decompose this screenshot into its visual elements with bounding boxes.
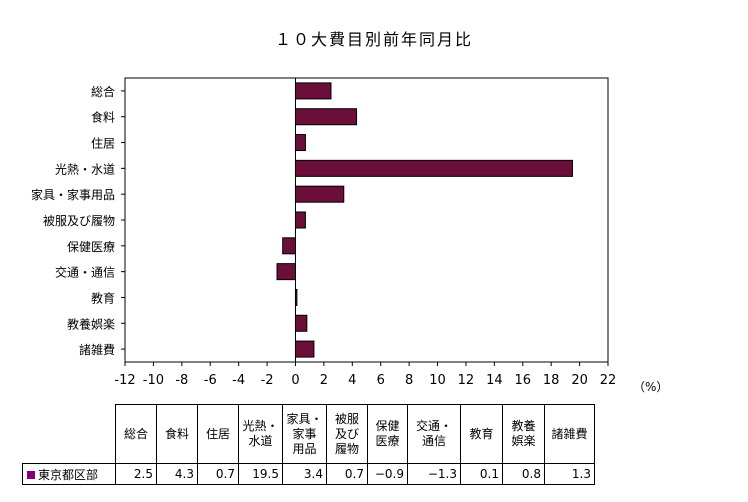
table-header-label: 光熱・ 水道	[242, 419, 279, 448]
x-tick-label: 2	[320, 373, 328, 388]
x-tick-label: 16	[514, 373, 531, 388]
table-header-cell: 家具・ 家事 用品	[282, 404, 327, 464]
bar	[294, 314, 308, 332]
bar	[282, 237, 296, 255]
table-header-cell: 総合	[115, 404, 157, 464]
category-label: 総合	[91, 84, 115, 99]
category-label: 光熱・水道	[55, 162, 115, 176]
x-tick-label: 12	[458, 373, 475, 388]
table-header-cell: 教養 娯楽	[502, 404, 545, 464]
table-value-cell: 1.3	[544, 463, 595, 485]
table-header-cell: 被服 及び 履物	[326, 404, 368, 464]
table-row: 東京都区部 2.5 4.3 0.7 19.5 3.4 0.7 −0.9 −1.3 0.1 0.8 1…	[22, 463, 595, 485]
bar	[294, 134, 306, 152]
table-header-label: 住居	[205, 426, 230, 441]
category-label: 食料	[91, 110, 115, 125]
table-header-label: 保健 医療	[375, 419, 400, 448]
x-tick-label: -12	[114, 373, 135, 388]
table-header-row: 総合 食料 住居 光熱・ 水道 家具・ 家事 用品 被服 及び 履物 保健 医療 交通・ 通信…	[22, 404, 595, 464]
series-name: 東京都区部	[38, 467, 99, 482]
table-value-cell: 19.5	[238, 463, 283, 485]
table-header-cell: 教育	[460, 404, 503, 464]
table-header-label: 交通・ 通信	[415, 419, 452, 448]
x-tick-label: 14	[486, 373, 503, 388]
table-header-label: 食料	[164, 426, 189, 441]
table-value-cell: 0.7	[197, 463, 239, 485]
category-label: 被服及び履物	[43, 214, 115, 228]
x-tick-label: -4	[232, 373, 245, 388]
table-value-cell: 0.8	[502, 463, 545, 485]
bar	[276, 263, 296, 281]
x-tick-label: -6	[204, 373, 217, 388]
category-label: 家具・家事用品	[31, 187, 115, 202]
category-label: 教養娯楽	[67, 316, 115, 331]
table-value-cell: 3.4	[282, 463, 327, 485]
table-header-cell: 交通・ 通信	[407, 404, 461, 464]
category-label: 交通・通信	[55, 265, 115, 280]
legend-swatch	[27, 470, 35, 479]
table-value-cell: 2.5	[115, 463, 157, 485]
x-tick-label: 10	[429, 373, 446, 388]
table-header-cell: 食料	[156, 404, 198, 464]
category-label: 諸雑費	[79, 342, 115, 357]
x-tick-label: 8	[405, 373, 413, 388]
table-value-cell: 4.3	[156, 463, 198, 485]
table-header-cell: 住居	[197, 404, 239, 464]
table-value-cell: −0.9	[367, 463, 408, 485]
category-label: 保健医療	[67, 240, 115, 254]
table-value-cell: 0.1	[460, 463, 503, 485]
x-tick-label: 22	[600, 373, 617, 388]
data-table: 総合 食料 住居 光熱・ 水道 家具・ 家事 用品 被服 及び 履物 保健 医療 交通・ 通信…	[22, 404, 595, 485]
bar	[294, 82, 332, 100]
bar	[294, 288, 298, 306]
table-corner	[22, 404, 116, 464]
bar	[294, 211, 306, 229]
x-tick-label: 6	[377, 373, 385, 388]
bar	[294, 159, 573, 177]
table-header-cell: 光熱・ 水道	[238, 404, 283, 464]
plot-area	[124, 77, 609, 363]
table-header-label: 諸雑費	[551, 426, 588, 441]
category-label: 住居	[91, 137, 115, 151]
x-axis-unit: （%）	[633, 380, 669, 394]
x-tick-label: -2	[261, 373, 274, 388]
table-header-cell: 保健 医療	[367, 404, 408, 464]
table-header-label: 教育	[469, 426, 494, 441]
series-name-cell: 東京都区部	[22, 463, 116, 485]
x-tick-label: -10	[143, 373, 164, 388]
bar	[294, 185, 345, 203]
x-tick-label: 0	[291, 373, 299, 388]
x-tick-label: 18	[543, 373, 560, 388]
table-value-cell: 0.7	[326, 463, 368, 485]
table-header-label: 家具・ 家事 用品	[286, 411, 323, 456]
bar	[294, 108, 358, 126]
table-value-cell: −1.3	[407, 463, 461, 485]
x-tick-label: 20	[571, 373, 588, 388]
category-label: 教育	[91, 290, 115, 305]
table-header-cell: 諸雑費	[544, 404, 595, 464]
table-header-label: 教養 娯楽	[511, 419, 536, 448]
table-header-label: 総合	[123, 426, 148, 441]
bar	[294, 340, 315, 358]
chart-title: １０大費目別前年同月比	[274, 30, 473, 49]
x-tick-label: -8	[175, 373, 188, 388]
x-tick-label: 4	[348, 373, 356, 388]
table-header-label: 被服 及び 履物	[334, 411, 359, 456]
bar-chart: -12 -10 -8 -6 -4 -2 0 2 4 6 8 10 12 14 16 18 20 22 総合食料住居光…	[31, 77, 617, 388]
